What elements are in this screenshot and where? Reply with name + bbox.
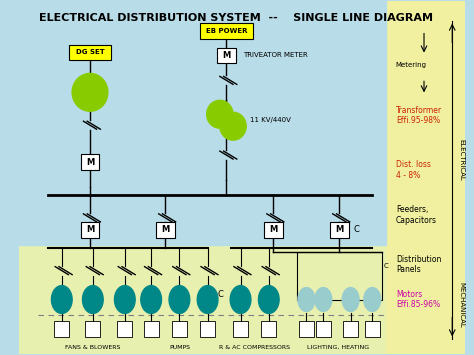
Bar <box>144 321 159 337</box>
Ellipse shape <box>364 288 381 311</box>
Ellipse shape <box>342 288 359 311</box>
Text: MECHANICAL: MECHANICAL <box>459 282 465 327</box>
Ellipse shape <box>207 100 233 128</box>
Text: FANS & BLOWERS: FANS & BLOWERS <box>65 345 121 350</box>
Bar <box>343 321 358 337</box>
Bar <box>233 321 248 337</box>
Bar <box>19 1 386 290</box>
Text: M: M <box>86 158 94 166</box>
Bar <box>200 321 215 337</box>
Ellipse shape <box>230 285 251 313</box>
Text: DG SET: DG SET <box>76 49 104 55</box>
Bar <box>172 321 187 337</box>
Ellipse shape <box>197 285 218 313</box>
Bar <box>81 222 100 238</box>
Ellipse shape <box>220 112 246 140</box>
Bar <box>81 154 100 170</box>
Bar <box>365 321 380 337</box>
Bar <box>264 222 283 238</box>
Text: M: M <box>161 225 169 234</box>
Text: EB POWER: EB POWER <box>206 28 247 34</box>
Bar <box>85 321 100 337</box>
Text: Distribution
Panels: Distribution Panels <box>396 255 441 274</box>
Text: M: M <box>269 225 278 234</box>
Bar <box>19 1 386 245</box>
Text: Transformer
Effi.95-98%: Transformer Effi.95-98% <box>396 105 442 125</box>
Text: Feeders,
Capacitors: Feeders, Capacitors <box>396 205 437 225</box>
Ellipse shape <box>298 288 315 311</box>
Bar <box>386 1 465 354</box>
Bar <box>316 321 331 337</box>
Bar <box>69 44 111 60</box>
Bar <box>297 252 382 300</box>
Text: C: C <box>354 225 359 234</box>
Bar <box>54 321 69 337</box>
Bar <box>19 245 386 354</box>
Ellipse shape <box>258 285 279 313</box>
Text: M: M <box>335 225 344 234</box>
Text: TRIVEATOR METER: TRIVEATOR METER <box>243 53 308 59</box>
Bar <box>330 222 349 238</box>
Bar <box>261 321 276 337</box>
Text: C: C <box>383 263 388 269</box>
Bar <box>200 23 253 39</box>
Ellipse shape <box>315 288 332 311</box>
Text: Motors
Effi.85-96%: Motors Effi.85-96% <box>396 290 440 309</box>
Text: 11 KV/440V: 11 KV/440V <box>250 117 291 123</box>
Bar <box>217 48 236 64</box>
Text: M: M <box>222 51 230 60</box>
Text: PUMPS: PUMPS <box>169 345 190 350</box>
Bar <box>156 222 175 238</box>
Ellipse shape <box>169 285 190 313</box>
Ellipse shape <box>52 285 72 313</box>
Text: ELECTRICAL DISTRIBUTION SYSTEM  --    SINGLE LINE DIAGRAM: ELECTRICAL DISTRIBUTION SYSTEM -- SINGLE… <box>39 13 433 23</box>
Text: LIGHTING, HEATING: LIGHTING, HEATING <box>307 345 369 350</box>
Text: C: C <box>217 290 223 299</box>
Text: Dist. loss
4 - 8%: Dist. loss 4 - 8% <box>396 160 431 180</box>
Ellipse shape <box>72 73 108 111</box>
Text: R & AC COMPRESSORS: R & AC COMPRESSORS <box>219 345 290 350</box>
Ellipse shape <box>141 285 162 313</box>
Text: ELECTRICAL: ELECTRICAL <box>459 139 465 181</box>
Text: M: M <box>86 225 94 234</box>
Bar <box>299 321 314 337</box>
Ellipse shape <box>114 285 135 313</box>
Bar <box>117 321 132 337</box>
Ellipse shape <box>82 285 103 313</box>
Text: Metering: Metering <box>396 62 427 69</box>
